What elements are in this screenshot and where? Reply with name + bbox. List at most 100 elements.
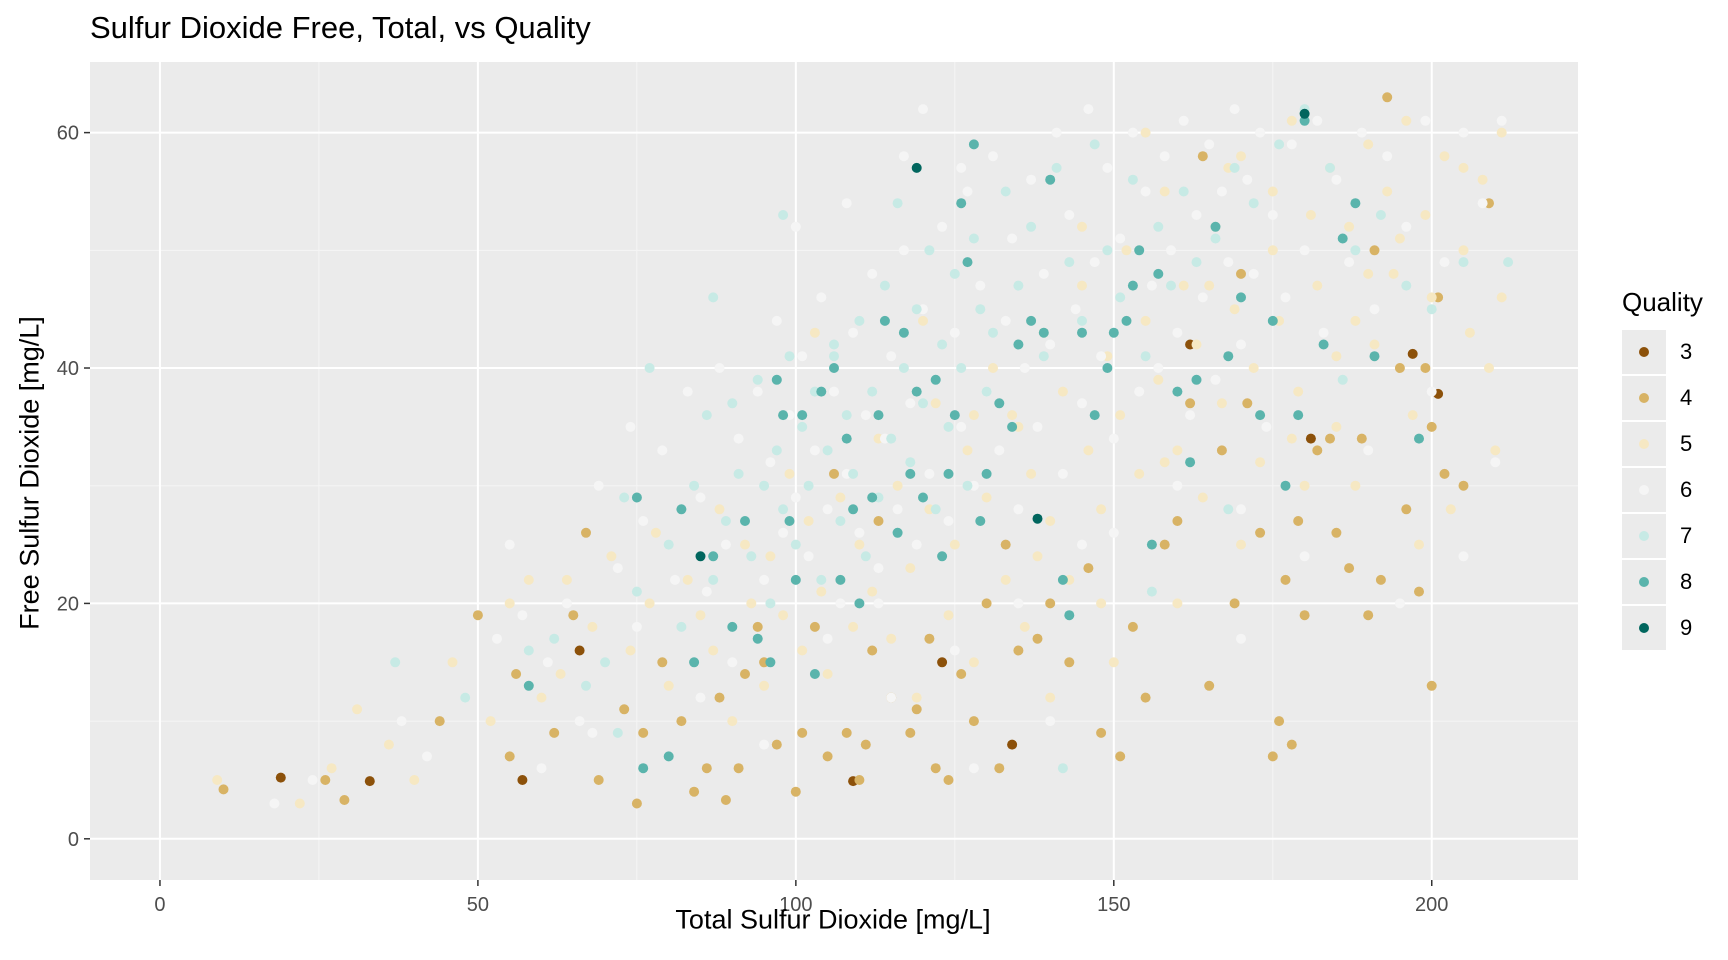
- data-point: [968, 763, 979, 774]
- data-point: [911, 704, 922, 715]
- data-point: [619, 492, 630, 503]
- data-point: [1375, 210, 1386, 220]
- data-point: [1394, 363, 1405, 373]
- data-point: [1121, 315, 1132, 326]
- data-point: [854, 315, 865, 326]
- data-point: [1077, 315, 1087, 326]
- data-point: [549, 727, 560, 738]
- data-point: [981, 492, 992, 503]
- data-point: [1140, 315, 1151, 326]
- data-point: [396, 716, 407, 727]
- data-point: [809, 445, 820, 456]
- data-point: [1407, 410, 1418, 421]
- data-point: [886, 433, 897, 444]
- data-point: [1096, 727, 1107, 738]
- data-point: [1331, 351, 1342, 362]
- data-point: [771, 374, 782, 385]
- data-point: [1089, 410, 1100, 421]
- data-point: [1172, 598, 1183, 609]
- data-point: [1236, 339, 1246, 350]
- data-point: [918, 492, 928, 503]
- data-point: [1204, 139, 1215, 150]
- data-point: [918, 398, 928, 409]
- data-point: [1325, 162, 1335, 173]
- data-point: [682, 386, 693, 397]
- data-point: [1191, 257, 1202, 268]
- data-point: [1057, 574, 1068, 585]
- data-point: [1255, 457, 1266, 468]
- data-point: [778, 504, 789, 515]
- data-point: [1007, 739, 1018, 750]
- data-point: [898, 245, 909, 256]
- data-point: [905, 563, 916, 574]
- data-point: [1414, 586, 1424, 597]
- data-point: [320, 775, 331, 785]
- data-point: [1477, 174, 1488, 185]
- data-point: [822, 633, 833, 644]
- data-point: [1458, 245, 1469, 256]
- data-point: [485, 716, 496, 727]
- data-point: [1299, 245, 1310, 256]
- data-point: [797, 421, 808, 432]
- data-point: [1013, 280, 1024, 291]
- data-point: [275, 772, 286, 783]
- data-point: [759, 480, 770, 491]
- data-point: [1185, 457, 1196, 468]
- data-point: [1026, 174, 1037, 185]
- data-point: [981, 468, 992, 479]
- data-point: [1458, 480, 1469, 491]
- data-point: [949, 327, 960, 338]
- data-point: [708, 645, 719, 656]
- data-point: [1127, 280, 1138, 291]
- data-point: [822, 669, 833, 679]
- data-point: [1236, 151, 1246, 162]
- data-point: [1261, 421, 1272, 432]
- data-point: [835, 574, 846, 585]
- data-point: [790, 574, 801, 585]
- data-point: [803, 480, 814, 491]
- data-point: [536, 692, 547, 703]
- data-point: [1369, 304, 1380, 315]
- data-point: [930, 398, 941, 409]
- legend-key-8: [1622, 560, 1666, 604]
- data-point: [720, 516, 731, 526]
- data-point: [631, 621, 642, 632]
- data-point: [1401, 504, 1412, 515]
- data-point: [695, 692, 706, 703]
- data-point: [727, 621, 738, 632]
- data-point: [1115, 751, 1126, 762]
- y-tick-label: 60: [57, 123, 79, 145]
- data-point: [523, 645, 534, 656]
- data-point: [1420, 210, 1431, 220]
- data-point: [434, 716, 445, 727]
- data-point: [1172, 516, 1183, 526]
- data-point: [829, 363, 839, 373]
- data-point: [1077, 280, 1087, 291]
- data-point: [1032, 421, 1043, 432]
- data-point: [829, 351, 839, 362]
- data-point: [1140, 127, 1151, 138]
- data-point: [1185, 398, 1196, 409]
- data-point: [364, 776, 375, 787]
- data-point: [1204, 680, 1215, 691]
- data-point: [994, 763, 1005, 774]
- data-point: [1496, 127, 1507, 138]
- data-point: [1134, 245, 1145, 256]
- data-point: [708, 551, 719, 562]
- data-point: [1426, 386, 1437, 397]
- data-point: [1369, 339, 1380, 350]
- data-point: [930, 763, 941, 774]
- data-point: [797, 410, 808, 421]
- data-point: [1318, 339, 1329, 350]
- data-point: [733, 433, 744, 444]
- data-point: [1229, 598, 1240, 609]
- data-point: [930, 374, 941, 385]
- data-point: [1458, 551, 1469, 562]
- data-point: [1102, 363, 1113, 373]
- data-point: [523, 680, 534, 691]
- data-point: [689, 480, 700, 491]
- data-point: [943, 516, 954, 526]
- data-point: [1019, 363, 1030, 373]
- data-point: [816, 386, 827, 397]
- data-point: [574, 716, 585, 727]
